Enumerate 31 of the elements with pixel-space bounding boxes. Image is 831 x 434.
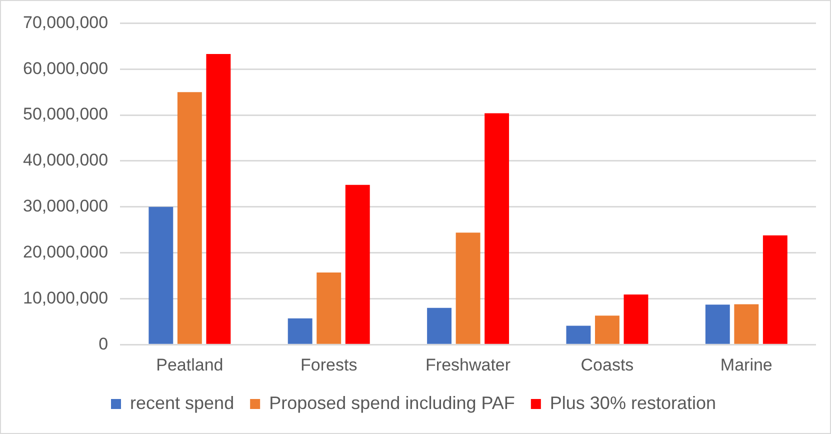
bar [484,113,510,344]
bar [566,326,591,344]
bar [595,316,620,344]
y-tick-label: 30,000,000 [22,196,108,216]
legend-label: Plus 30% restoration [550,392,716,413]
y-tick-label: 0 [98,334,108,354]
y-tick-label: 40,000,000 [22,150,108,170]
legend-label: recent spend [130,392,234,413]
x-tick-label: Marine [720,355,772,374]
x-tick-label: Peatland [156,355,224,374]
bar [427,308,452,344]
x-tick-label: Freshwater [426,355,511,374]
bar [734,304,759,344]
y-tick-label: 70,000,000 [22,12,108,32]
legend-label: Proposed spend including PAF [269,392,515,413]
x-tick-label: Forests [300,355,358,374]
bar [762,235,788,344]
bar [177,92,202,344]
bar [288,318,312,344]
bar [624,294,648,344]
y-tick-label: 20,000,000 [22,242,108,262]
y-tick-label: 50,000,000 [22,104,108,124]
y-tick-label: 60,000,000 [22,58,108,78]
bar [148,206,174,344]
bar [705,304,730,344]
bar [206,54,231,344]
bar [456,232,480,344]
x-tick-label: Coasts [580,355,634,374]
bar [345,184,370,344]
bar [316,272,342,344]
y-tick-label: 10,000,000 [22,288,108,308]
